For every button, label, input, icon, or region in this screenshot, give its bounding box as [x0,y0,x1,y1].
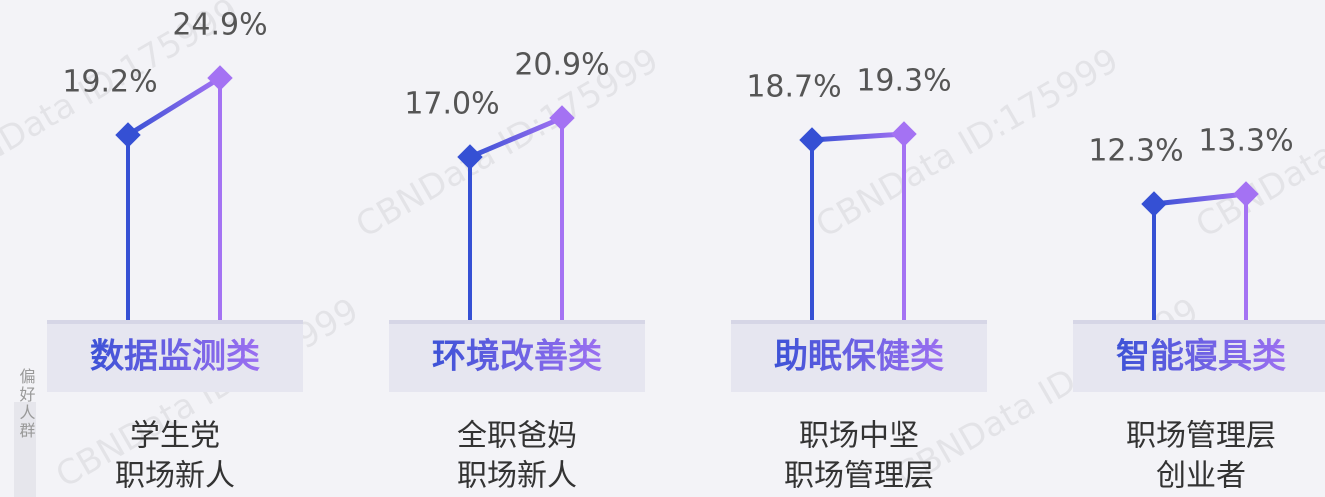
audience-label: 职场中坚 [799,419,919,454]
category-box-top [47,320,303,324]
marker [891,121,917,147]
audience-label: 创业者 [1156,459,1246,494]
value-label: 20.9% [514,48,609,83]
audience-label: 全职爸妈 [457,419,577,454]
audience-label: 学生党 [130,419,220,454]
category-box [389,320,645,392]
value-label: 18.7% [746,70,841,105]
value-label: 17.0% [404,87,499,122]
connector-line [126,75,222,138]
connector-line [811,131,905,143]
category-title: 智能寝具类 [1116,337,1286,377]
audience-label: 职场管理层 [1126,419,1276,454]
marker [207,65,233,91]
category-box-top [1073,320,1325,324]
marker [799,127,825,153]
audience-label: 职场新人 [115,459,235,494]
marker [457,144,483,170]
category-title: 助眠保健类 [774,337,944,377]
value-label: 19.3% [856,64,951,99]
marker [549,105,575,131]
category-title: 数据监测类 [90,337,260,377]
category-box [731,320,987,392]
audience-label: 职场管理层 [784,459,934,494]
connector-line [1153,191,1247,207]
marker [1141,191,1167,217]
side-label-char: 偏好人群 [17,368,36,440]
category-box [47,320,303,392]
value-label: 24.9% [172,8,267,43]
value-label: 12.3% [1088,134,1183,169]
side-label-bg [14,402,36,497]
value-label: 19.2% [62,65,157,100]
category-box [1073,320,1325,392]
category-box-top [389,320,645,324]
value-label: 13.3% [1198,124,1293,159]
category-title: 环境改善类 [432,337,602,377]
marker [115,122,141,148]
audience-label: 职场新人 [457,459,577,494]
connector-line [469,115,563,160]
category-box-top [731,320,987,324]
